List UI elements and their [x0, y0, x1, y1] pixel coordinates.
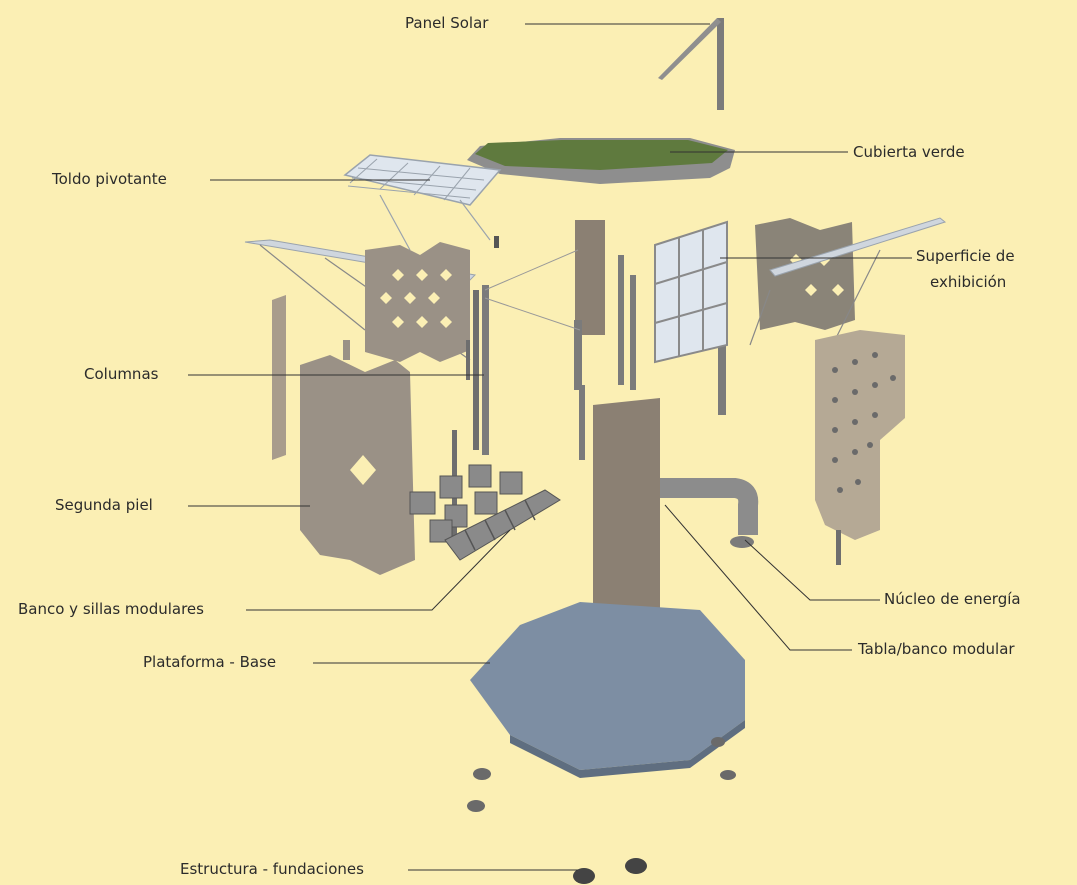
green-roof-component	[467, 138, 735, 184]
right-lower-skin-component	[815, 330, 905, 565]
label-estructura-fundaciones: Estructura - fundaciones	[180, 860, 364, 878]
label-columnas: Columnas	[84, 365, 159, 383]
label-tabla-banco: Tabla/banco modular	[858, 640, 1015, 658]
pivoting-awning-component	[343, 154, 502, 251]
modular-seating-component	[409, 464, 561, 561]
exhibition-surface-component	[654, 220, 728, 364]
label-nucleo-energia: Núcleo de energía	[884, 590, 1021, 608]
label-cubierta-verde: Cubierta verde	[853, 143, 965, 161]
foundations-component	[467, 737, 736, 884]
label-toldo-pivotante: Toldo pivotante	[52, 170, 167, 188]
platform-base-component	[470, 602, 745, 778]
solar-panel-component	[658, 18, 724, 110]
label-banco-sillas: Banco y sillas modulares	[18, 600, 204, 618]
label-segunda-piel: Segunda piel	[55, 496, 153, 514]
label-panel-solar: Panel Solar	[405, 14, 489, 32]
central-panel-component	[593, 398, 660, 630]
upper-left-skin-component	[365, 242, 470, 362]
thin-left-panel-component	[272, 295, 286, 460]
second-skin-component	[300, 340, 415, 575]
label-plataforma-base: Plataforma - Base	[143, 653, 277, 671]
right-upper-skin-component	[749, 217, 947, 346]
leader-lines	[188, 23, 912, 871]
label-superficie-line2: exhibición	[930, 273, 1007, 291]
label-superficie-line1: Superficie de	[916, 247, 1015, 265]
energy-core-component	[660, 478, 759, 548]
